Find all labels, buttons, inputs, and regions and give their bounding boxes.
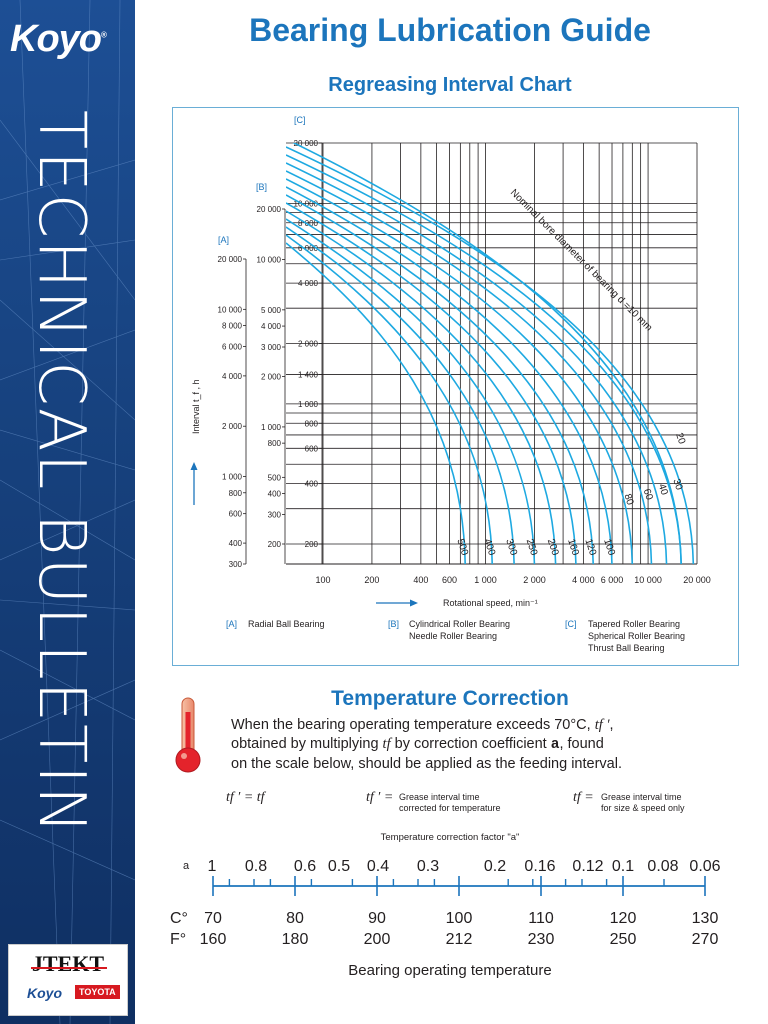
note1-symbol: tf ′ = bbox=[366, 790, 394, 805]
factor-label: 0.3 bbox=[417, 858, 439, 875]
factor-label: 0.4 bbox=[367, 858, 389, 875]
note2-symbol: tf = bbox=[573, 790, 594, 805]
fahrenheit-label: 212 bbox=[446, 931, 473, 948]
factor-label: 0.06 bbox=[689, 858, 720, 875]
temperature-paragraph: When the bearing operating temperature e… bbox=[231, 717, 622, 772]
celsius-label: 90 bbox=[368, 910, 386, 927]
celsius-label: 80 bbox=[286, 910, 304, 927]
factor-label: 0.6 bbox=[294, 858, 316, 875]
operating-temperature-label: Bearing operating temperature bbox=[348, 962, 552, 979]
celsius-label: 130 bbox=[692, 910, 719, 927]
celsius-label: 70 bbox=[204, 910, 222, 927]
factor-label: 0.5 bbox=[328, 858, 350, 875]
fahrenheit-label: 250 bbox=[610, 931, 637, 948]
celsius-label: 110 bbox=[528, 910, 554, 927]
row-f-label: F° bbox=[170, 931, 186, 948]
celsius-label: 120 bbox=[610, 910, 637, 927]
celsius-label: 100 bbox=[446, 910, 473, 927]
fahrenheit-label: 270 bbox=[692, 931, 719, 948]
temperature-title: Temperature Correction bbox=[331, 687, 569, 710]
sidebar-pattern bbox=[0, 0, 135, 1024]
factor-label: 0.8 bbox=[245, 858, 267, 875]
note2-text: Grease interval time for size & speed onl… bbox=[601, 792, 685, 813]
factor-label: 0.16 bbox=[524, 858, 555, 875]
koyo-logo: Koyo® bbox=[10, 18, 107, 60]
fahrenheit-label: 200 bbox=[364, 931, 391, 948]
scale-title: Temperature correction factor "a" bbox=[380, 832, 520, 843]
fahrenheit-label: 180 bbox=[282, 931, 309, 948]
factor-label: 0.2 bbox=[484, 858, 506, 875]
factor-label: 0.12 bbox=[572, 858, 603, 875]
row-a-label: a bbox=[183, 860, 190, 872]
factor-label: 1 bbox=[208, 858, 217, 875]
jtekt-logo: JTEKT Koyo TOYOTA bbox=[8, 944, 128, 1016]
chart-frame bbox=[172, 107, 739, 666]
factor-label: 0.08 bbox=[647, 858, 678, 875]
fahrenheit-label: 230 bbox=[528, 931, 555, 948]
factor-label: 0.1 bbox=[612, 858, 634, 875]
chart-title: Regreasing Interval Chart bbox=[328, 74, 572, 96]
row-c-label: C° bbox=[170, 910, 188, 927]
thermometer-icon bbox=[175, 697, 201, 773]
note1-text: Grease interval time corrected for temper… bbox=[399, 792, 501, 813]
page-title: Bearing Lubrication Guide bbox=[249, 12, 651, 48]
formula: tf ′ = tf bbox=[226, 790, 265, 805]
sidebar: Koyo® TECHNICAL BULLETIN JTEKT Koyo TOYO… bbox=[0, 0, 135, 1024]
vertical-title: TECHNICAL BULLETIN bbox=[24, 110, 98, 836]
fahrenheit-label: 160 bbox=[200, 931, 227, 948]
